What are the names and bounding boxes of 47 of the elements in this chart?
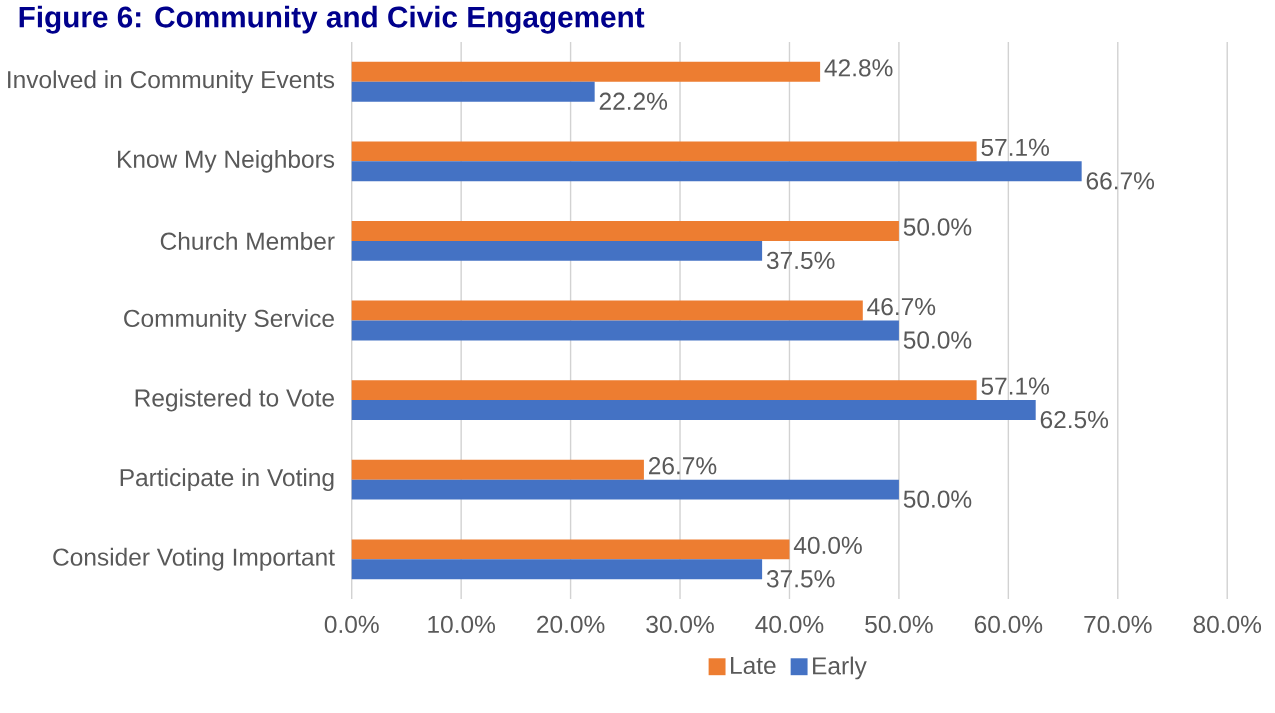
bar	[351, 539, 790, 560]
bar	[351, 379, 977, 400]
bar	[351, 240, 763, 261]
y-tick-label: Church Member	[160, 231, 335, 250]
y-tick-label: Community Service	[124, 308, 334, 332]
data-label: 62.5%	[1040, 410, 1109, 429]
data-label: 50.0%	[903, 218, 972, 236]
x-tick-label: 60.0%	[974, 615, 1043, 633]
data-label: 66.7%	[1086, 171, 1155, 190]
x-tick-label: 30.0%	[646, 615, 714, 633]
y-tick-label: Involved in Community Events	[8, 70, 335, 93]
bar	[351, 479, 899, 500]
bar	[351, 300, 863, 321]
data-label: 22.2%	[599, 92, 668, 110]
bar	[351, 559, 763, 579]
bar	[351, 141, 977, 162]
x-tick-label: 40.0%	[755, 615, 824, 633]
chart-title: Figure 6: Community and Civic Engagement	[19, 5, 645, 34]
bar	[351, 161, 1082, 181]
legend-label: Early	[813, 656, 867, 680]
data-label: 46.7%	[867, 297, 936, 316]
x-tick-label: 20.0%	[537, 615, 605, 633]
bar	[351, 81, 595, 102]
x-tick-label: 10.0%	[428, 615, 495, 633]
y-tick-label: Know My Neighbors	[118, 149, 335, 173]
bar	[351, 61, 821, 82]
data-label: 57.1%	[981, 377, 1049, 395]
data-label: 37.5%	[766, 251, 835, 269]
x-tick-label: 80.0%	[1193, 615, 1262, 633]
bar	[351, 220, 899, 241]
data-label: 26.7%	[649, 456, 717, 475]
data-label: 50.0%	[903, 490, 972, 508]
data-label: 50.0%	[903, 331, 972, 349]
legend-label: Late	[731, 656, 776, 674]
data-label: 40.0%	[793, 536, 862, 554]
y-tick-label: Consider Voting Important	[53, 547, 335, 571]
data-label: 57.1%	[981, 138, 1049, 156]
x-tick-label: 0.0%	[324, 615, 379, 633]
bar	[351, 459, 644, 480]
data-label: 42.8%	[824, 58, 893, 77]
x-tick-label: 70.0%	[1084, 615, 1152, 633]
bar	[351, 399, 1036, 420]
y-tick-label: Registered to Vote	[135, 388, 334, 412]
y-tick-label: Participate in Voting	[120, 468, 334, 491]
data-label: 37.5%	[766, 569, 835, 588]
x-tick-label: 50.0%	[865, 615, 933, 633]
bar	[351, 320, 899, 341]
